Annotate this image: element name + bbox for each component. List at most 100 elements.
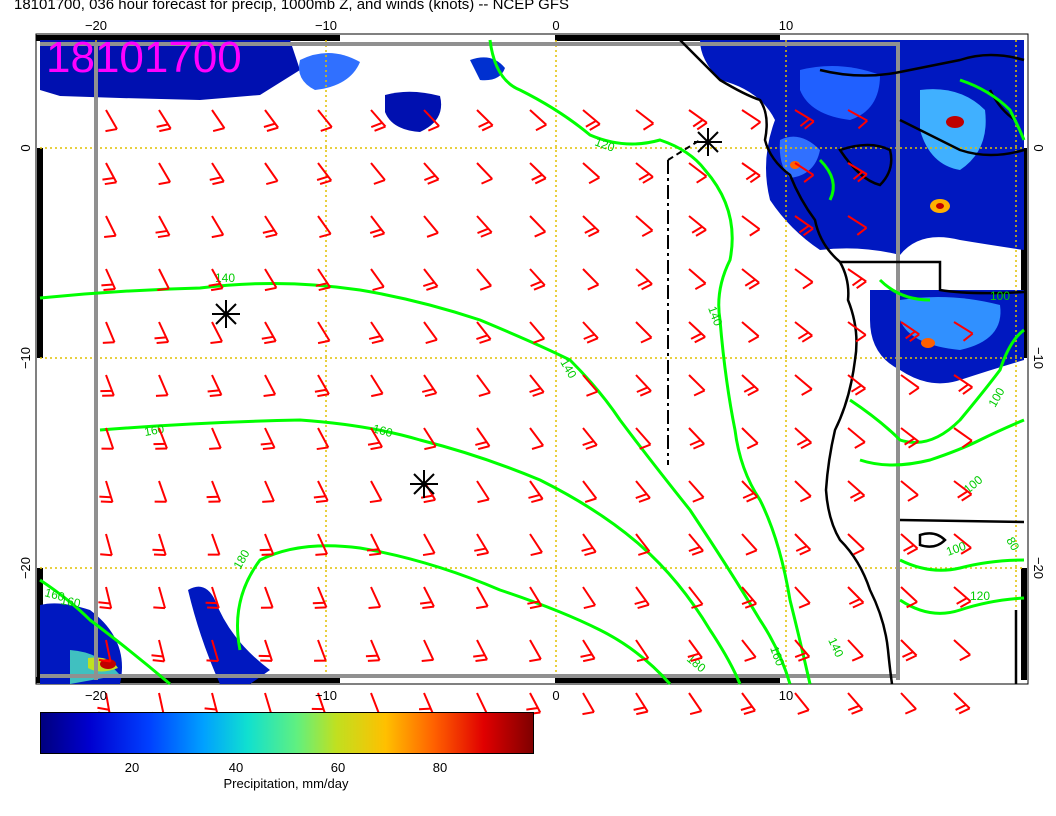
wind-barb-icon — [423, 109, 440, 132]
wind-barb-icon — [635, 109, 655, 131]
wind-barb-icon — [900, 639, 918, 662]
wind-barb-icon — [264, 162, 279, 186]
wind-barb-icon — [794, 427, 813, 450]
wind-barb-icon — [635, 533, 651, 556]
wind-barb-icon — [688, 109, 708, 131]
wind-barb-icon — [847, 639, 864, 662]
wind-barb-icon — [581, 533, 597, 557]
contour-label: 160 — [767, 644, 787, 668]
map-title: 18101700, 036 hour forecast for precip, … — [14, 0, 569, 13]
wind-barb-icon — [205, 586, 220, 609]
lat-tick: 0 — [18, 144, 33, 151]
wind-barb-icon — [847, 427, 866, 449]
wind-barb-icon — [582, 374, 599, 397]
wind-barb-icon — [473, 639, 489, 663]
wind-barb-icon — [476, 374, 491, 397]
wind-barb-icon — [794, 586, 811, 609]
contour-label: 160 — [59, 593, 81, 610]
lon-tick: −10 — [315, 18, 337, 33]
wind-barb-icon — [741, 533, 758, 556]
wind-barb-icon — [740, 692, 756, 715]
wind-barb-icon — [953, 692, 971, 715]
wind-barb-icon — [953, 427, 973, 449]
wind-barb-icon — [582, 268, 600, 291]
wind-barb-icon — [529, 215, 547, 238]
wind-barb-icon — [207, 533, 221, 556]
contour-label: 120 — [970, 589, 990, 603]
colorbar-tick: 20 — [124, 760, 140, 775]
wind-barb-icon — [635, 162, 654, 184]
wind-barb-icon — [153, 427, 168, 450]
wind-barb-icon — [528, 480, 544, 504]
wind-barb-icon — [474, 533, 490, 557]
wind-barb-icon — [741, 215, 761, 237]
wind-barb-icon — [312, 586, 328, 609]
wind-barb-icon — [529, 374, 545, 397]
wind-barb-icon — [794, 692, 810, 715]
wind-barb-icon — [366, 533, 382, 557]
wind-barb-icon — [102, 162, 118, 186]
contour-label: 140 — [557, 357, 579, 382]
height-contours — [39, 39, 1026, 686]
wind-barb-icon — [154, 480, 168, 503]
low-pressure-center-icon — [410, 470, 438, 498]
wind-barb-icon — [794, 109, 815, 130]
wind-barb-icon — [741, 586, 757, 609]
wind-barb-icon — [794, 215, 814, 237]
wind-barb-icon — [527, 586, 543, 610]
wind-barb-icon — [582, 215, 600, 238]
wind-barb-icon — [741, 109, 761, 130]
wind-barb-icon — [100, 533, 113, 557]
wind-barb-icon — [794, 162, 815, 183]
contour-label: 140 — [215, 271, 235, 285]
wind-barb-icon — [422, 533, 436, 557]
contour-label: 140 — [825, 635, 846, 659]
wind-barb-icon — [634, 586, 650, 609]
wind-barb-icon — [794, 321, 813, 343]
wind-barb-icon — [101, 427, 115, 450]
wind-barb-icon — [582, 321, 599, 344]
wind-barb-icon — [635, 268, 653, 291]
wind-barb-icon — [316, 162, 333, 185]
wind-barb-icon — [529, 109, 547, 132]
wind-barb-icon — [105, 109, 118, 133]
wind-barb-icon — [368, 321, 385, 345]
wind-barb-icon — [529, 268, 546, 291]
wind-barb-icon — [367, 427, 383, 451]
wind-barb-icon — [635, 427, 652, 450]
wind-barb-icon — [900, 586, 918, 609]
wind-barb-icon — [206, 480, 222, 503]
wind-barb-icon — [635, 215, 654, 238]
wind-barb-icon — [688, 321, 706, 344]
wind-barb-icon — [263, 374, 277, 398]
contour-label: 120 — [593, 135, 617, 155]
wind-barb-icon — [208, 268, 224, 292]
contour-label: 160 — [143, 422, 165, 439]
wind-barb-icon — [476, 215, 493, 238]
wind-barb-icon — [687, 639, 703, 662]
wind-barb-icon — [953, 639, 971, 662]
colorbar-tick: 40 — [228, 760, 244, 775]
wind-barb-icon — [529, 321, 546, 344]
wind-barb-icon — [476, 162, 493, 185]
wind-barb-icon — [262, 215, 278, 239]
wind-barb-icon — [953, 321, 974, 342]
wind-barb-icon — [421, 639, 435, 662]
trough-dashed-line — [667, 139, 701, 161]
wind-barb-icon — [741, 321, 760, 343]
wind-barb-icon — [582, 109, 601, 131]
wind-barb-icon — [847, 480, 866, 503]
wind-barb-icon — [476, 109, 494, 132]
wind-barb-icon — [423, 427, 437, 451]
wind-barb-icon — [529, 533, 543, 557]
wind-barb-icon — [422, 268, 439, 291]
wind-barb-icon — [153, 586, 166, 610]
wind-barb-icon — [369, 215, 386, 238]
wind-barb-icon — [580, 639, 596, 663]
wind-barb-icon — [262, 480, 275, 503]
wind-barb-icon — [688, 162, 708, 184]
wind-barb-icon — [688, 480, 705, 503]
wind-barb-icon — [264, 268, 278, 292]
precip-colorbar — [40, 712, 534, 754]
wind-barb-icon — [794, 533, 812, 556]
